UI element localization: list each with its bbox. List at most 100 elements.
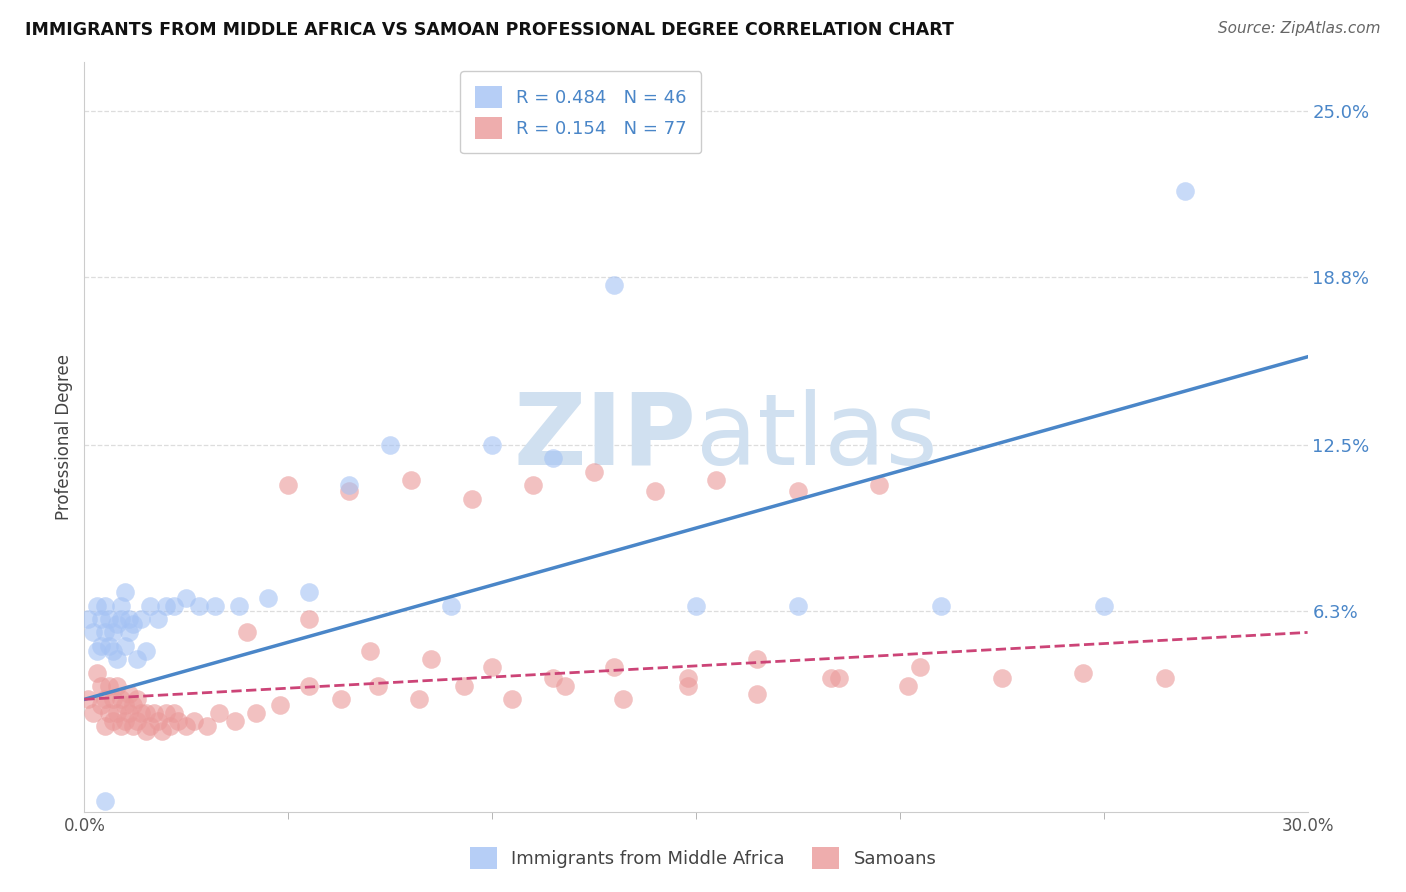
Point [97, 639, 120, 653]
Point [86, 599, 108, 613]
Point [93, 794, 115, 808]
Point [910, 660, 932, 674]
Point [399, 473, 422, 487]
Point [408, 692, 430, 706]
Point [110, 719, 132, 733]
Point [481, 660, 503, 674]
Point [90, 639, 112, 653]
Point [118, 687, 141, 701]
Point [105, 679, 128, 693]
Point [543, 671, 565, 685]
Point [367, 679, 389, 693]
Point [131, 612, 153, 626]
Point [298, 585, 321, 599]
Point [101, 625, 124, 640]
Point [644, 483, 666, 498]
Point [163, 599, 186, 613]
Point [142, 706, 165, 720]
Point [787, 483, 810, 498]
Point [155, 706, 177, 720]
Point [204, 599, 226, 613]
Point [174, 719, 197, 733]
Point [118, 612, 141, 626]
Point [187, 599, 209, 613]
Point [453, 679, 475, 693]
Point [787, 599, 810, 613]
Point [90, 698, 112, 712]
Point [114, 585, 136, 599]
Point [127, 692, 149, 706]
Point [135, 644, 157, 658]
Point [97, 706, 120, 720]
Point [93, 719, 115, 733]
Point [110, 599, 132, 613]
Point [163, 706, 186, 720]
Point [583, 465, 606, 479]
Point [929, 599, 952, 613]
Point [97, 679, 120, 693]
Point [77, 692, 100, 706]
Point [135, 706, 157, 720]
Point [159, 719, 181, 733]
Text: ZIP: ZIP [513, 389, 696, 485]
Point [105, 706, 128, 720]
Point [101, 644, 124, 658]
Point [298, 612, 321, 626]
Point [90, 612, 112, 626]
Point [146, 714, 169, 728]
Legend: Immigrants from Middle Africa, Samoans: Immigrants from Middle Africa, Samoans [461, 838, 945, 879]
Point [208, 706, 231, 720]
Point [869, 478, 891, 492]
Point [236, 625, 259, 640]
Point [747, 652, 769, 666]
Point [339, 483, 361, 498]
Text: IMMIGRANTS FROM MIDDLE AFRICA VS SAMOAN PROFESSIONAL DEGREE CORRELATION CHART: IMMIGRANTS FROM MIDDLE AFRICA VS SAMOAN … [25, 21, 955, 38]
Point [114, 639, 136, 653]
Point [543, 451, 565, 466]
Point [1092, 599, 1115, 613]
Point [118, 706, 141, 720]
Point [93, 625, 115, 640]
Point [298, 679, 321, 693]
Point [339, 478, 361, 492]
Point [991, 671, 1014, 685]
Point [706, 473, 728, 487]
Point [820, 671, 842, 685]
Point [380, 438, 402, 452]
Point [603, 660, 626, 674]
Point [82, 625, 104, 640]
Point [122, 698, 145, 712]
Point [110, 612, 132, 626]
Point [97, 612, 120, 626]
Point [127, 652, 149, 666]
Point [82, 706, 104, 720]
Point [359, 644, 381, 658]
Point [420, 652, 443, 666]
Point [330, 692, 353, 706]
Point [131, 706, 153, 720]
Point [122, 719, 145, 733]
Point [1154, 671, 1177, 685]
Point [90, 679, 112, 693]
Point [1174, 184, 1197, 198]
Point [86, 644, 108, 658]
Text: Source: ZipAtlas.com: Source: ZipAtlas.com [1218, 21, 1381, 36]
Point [245, 706, 267, 720]
Point [257, 591, 280, 605]
Point [897, 679, 920, 693]
Point [167, 714, 190, 728]
Point [603, 277, 626, 292]
Y-axis label: Professional Degree: Professional Degree [55, 354, 73, 520]
Point [138, 719, 160, 733]
Point [828, 671, 851, 685]
Point [155, 599, 177, 613]
Point [135, 724, 157, 739]
Point [77, 612, 100, 626]
Point [440, 599, 463, 613]
Point [277, 478, 299, 492]
Text: atlas: atlas [696, 389, 938, 485]
Point [110, 692, 132, 706]
Point [612, 692, 634, 706]
Point [105, 617, 128, 632]
Point [146, 612, 169, 626]
